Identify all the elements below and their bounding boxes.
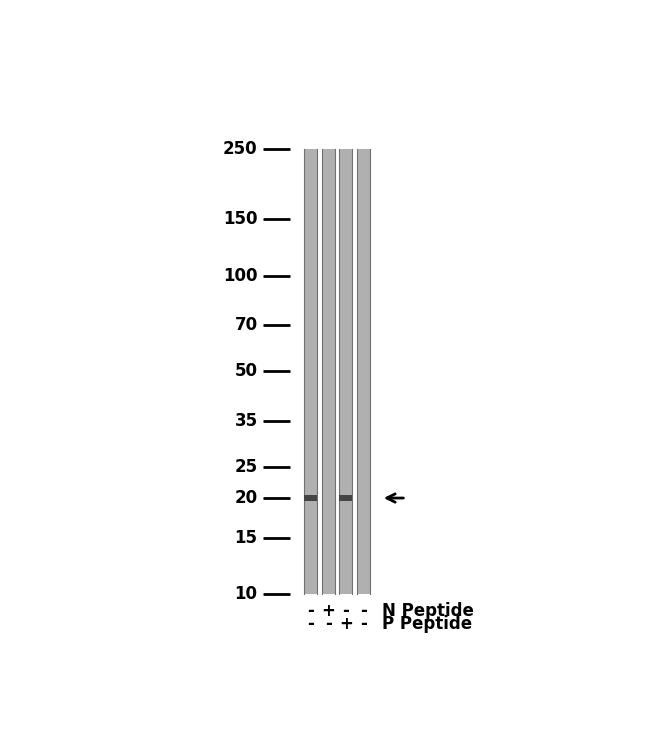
Bar: [304, 495, 317, 501]
Text: 25: 25: [235, 458, 257, 476]
Text: P Peptide: P Peptide: [382, 614, 473, 633]
Text: -: -: [307, 614, 314, 633]
Bar: [357, 149, 370, 594]
Bar: [339, 149, 352, 594]
Text: -: -: [324, 614, 332, 633]
Text: -: -: [360, 614, 367, 633]
Text: 20: 20: [235, 489, 257, 507]
Text: 35: 35: [235, 412, 257, 430]
Text: -: -: [343, 602, 349, 620]
Text: -: -: [307, 602, 314, 620]
Text: N Peptide: N Peptide: [382, 602, 474, 620]
Text: 70: 70: [235, 316, 257, 334]
Text: 250: 250: [223, 140, 257, 158]
Text: +: +: [339, 614, 353, 633]
Text: 10: 10: [235, 585, 257, 603]
Text: 150: 150: [223, 210, 257, 228]
Bar: [339, 495, 352, 501]
Bar: [304, 149, 317, 594]
Text: 15: 15: [235, 529, 257, 547]
Text: 100: 100: [223, 267, 257, 285]
Text: -: -: [360, 602, 367, 620]
Text: +: +: [321, 602, 335, 620]
Text: 50: 50: [235, 362, 257, 380]
Bar: [322, 149, 335, 594]
